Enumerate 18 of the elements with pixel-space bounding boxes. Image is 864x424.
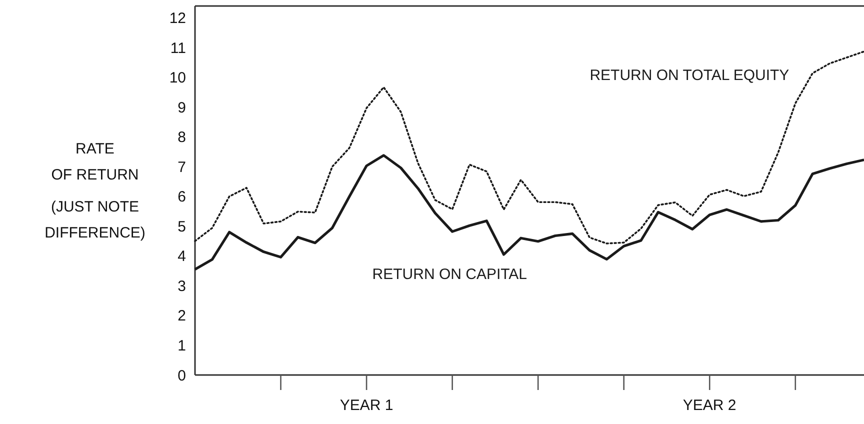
y-tick-label: 7 — [178, 158, 186, 176]
y-tick-label: 9 — [178, 99, 186, 116]
y-tick-label: 4 — [178, 248, 186, 266]
x-tick-label: YEAR 1 — [340, 397, 394, 414]
y-tick-label: 12 — [169, 10, 186, 28]
y-tick-label: 2 — [178, 308, 186, 325]
y-tick-label: 6 — [178, 188, 186, 206]
y-tick-label: 1 — [178, 337, 186, 354]
y-tick-label: 8 — [178, 129, 186, 146]
x-tick-label: YEAR 2 — [682, 397, 736, 414]
y-tick-label: 0 — [178, 367, 186, 384]
y-tick-label: 10 — [169, 70, 186, 87]
y-tick-label: 5 — [178, 218, 186, 236]
series-label: RETURN ON CAPITAL — [372, 266, 528, 284]
y-tick-label: 11 — [170, 40, 186, 57]
y-axis-title: RATE OF RETURN (JUST NOTE DIFFERENCE) — [44, 140, 146, 242]
series-label: RETURN ON TOTAL EQUITY — [590, 66, 790, 84]
y-tick-label: 3 — [178, 278, 186, 295]
